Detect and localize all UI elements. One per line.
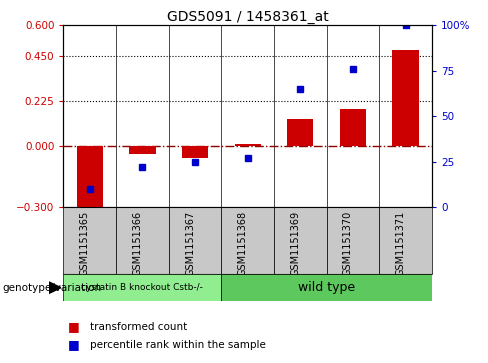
Bar <box>63 274 222 301</box>
Title: GDS5091 / 1458361_at: GDS5091 / 1458361_at <box>167 11 328 24</box>
Text: GSM1151366: GSM1151366 <box>132 211 142 276</box>
Text: GSM1151370: GSM1151370 <box>343 211 353 276</box>
Bar <box>287 119 313 146</box>
Text: GSM1151365: GSM1151365 <box>80 211 90 276</box>
Bar <box>129 146 156 155</box>
Bar <box>169 207 222 274</box>
Text: wild type: wild type <box>298 281 355 294</box>
Text: ■: ■ <box>68 338 80 351</box>
Bar <box>340 109 366 146</box>
Text: ■: ■ <box>68 320 80 333</box>
Bar <box>182 146 208 158</box>
Bar <box>222 274 432 301</box>
Bar <box>326 207 379 274</box>
Text: GSM1151367: GSM1151367 <box>185 211 195 276</box>
Bar <box>77 146 103 212</box>
Text: GSM1151368: GSM1151368 <box>238 211 248 276</box>
Text: cystatin B knockout Cstb-/-: cystatin B knockout Cstb-/- <box>81 283 203 292</box>
Bar <box>63 207 116 274</box>
Bar <box>379 207 432 274</box>
Text: genotype/variation: genotype/variation <box>2 283 102 293</box>
Bar <box>235 144 261 146</box>
Bar <box>116 207 169 274</box>
Text: GSM1151369: GSM1151369 <box>290 211 300 276</box>
Text: percentile rank within the sample: percentile rank within the sample <box>90 340 266 350</box>
Text: transformed count: transformed count <box>90 322 187 332</box>
Text: GSM1151371: GSM1151371 <box>396 211 406 276</box>
Bar <box>392 50 419 146</box>
Polygon shape <box>49 282 61 293</box>
Bar <box>274 207 326 274</box>
Bar <box>222 207 274 274</box>
